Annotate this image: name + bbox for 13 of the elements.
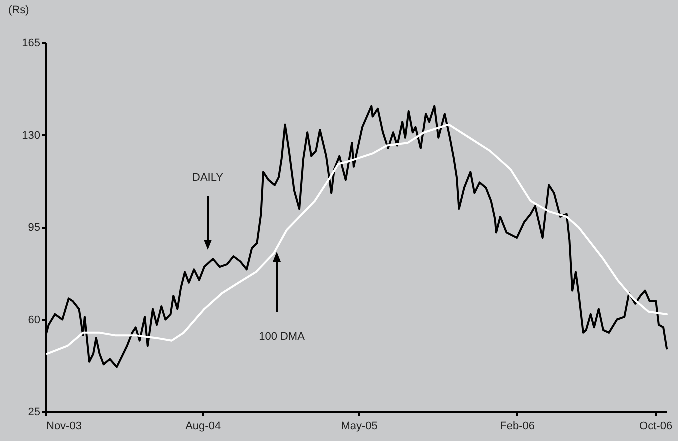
y-tick-label: 130 [22,130,40,142]
x-tick-label: May-05 [341,420,378,432]
y-tick-label: 25 [28,406,40,418]
y-axis-title: (Rs) [8,4,30,16]
annotation: 100 DMA [259,331,306,343]
x-tick-label: Oct-06 [640,420,673,432]
annotation: DAILY [192,172,224,184]
x-tick-label: Aug-04 [186,420,222,432]
x-tick-label: Feb-06 [500,420,535,432]
y-tick-label: 60 [28,314,40,326]
x-tick-label: Nov-03 [46,420,82,432]
y-tick-label: 165 [22,38,40,50]
y-tick-label: 95 [28,222,40,234]
